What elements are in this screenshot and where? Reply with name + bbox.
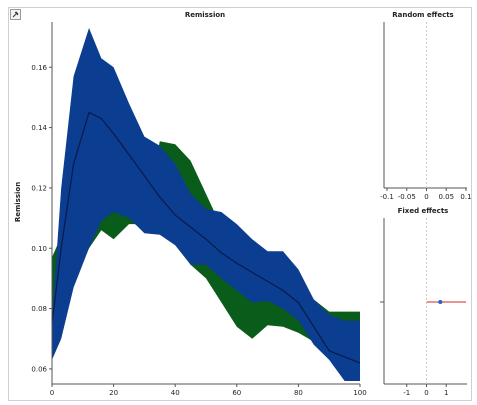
re-x-tick-label: 0: [424, 193, 428, 201]
re-x-tick-label: -0.1: [380, 193, 394, 201]
y-tick-label: 0.16: [31, 64, 47, 72]
x-tick-label: 20: [109, 389, 118, 397]
y-axis-label: Remission: [14, 182, 22, 222]
fixed-effects-title: Fixed effects: [398, 207, 449, 215]
fe-x-tick-label: 1: [444, 389, 448, 397]
re-x-tick-label: -0.05: [398, 193, 416, 201]
fe-x-tick-label: 0: [424, 389, 428, 397]
y-tick-label: 0.14: [31, 124, 47, 132]
y-tick-label: 0.06: [31, 365, 47, 373]
fixed-effects-plot: -1 0 1: [380, 218, 466, 397]
x-tick-label: 60: [232, 389, 241, 397]
main-ticks: 0 20 40 60 80 100 0.06 0.08 0.10 0.12 0.14 0.16: [31, 64, 366, 397]
main-chart-title: Remission: [185, 11, 225, 19]
re-x-tick-label: 0.1: [460, 193, 471, 201]
confidence-band-1: [52, 28, 360, 381]
fixed-effect-point: [438, 300, 443, 304]
x-tick-label: 80: [294, 389, 303, 397]
pin-glyph: [12, 11, 19, 18]
re-x-tick-label: 0.05: [438, 193, 454, 201]
pin-icon[interactable]: [10, 9, 21, 20]
random-effects-title: Random effects: [392, 11, 453, 19]
y-tick-label: 0.08: [31, 305, 47, 313]
x-tick-label: 0: [50, 389, 54, 397]
mean-line-0: [51, 111, 361, 364]
random-effects-plot: -0.1 -0.05 0 0.05 0.1: [380, 22, 472, 201]
x-tick-label: 100: [353, 389, 366, 397]
y-tick-label: 0.12: [31, 184, 47, 192]
x-tick-label: 40: [171, 389, 180, 397]
fe-x-tick-label: -1: [403, 389, 410, 397]
main-plot: [51, 28, 361, 381]
y-tick-label: 0.10: [31, 245, 47, 253]
